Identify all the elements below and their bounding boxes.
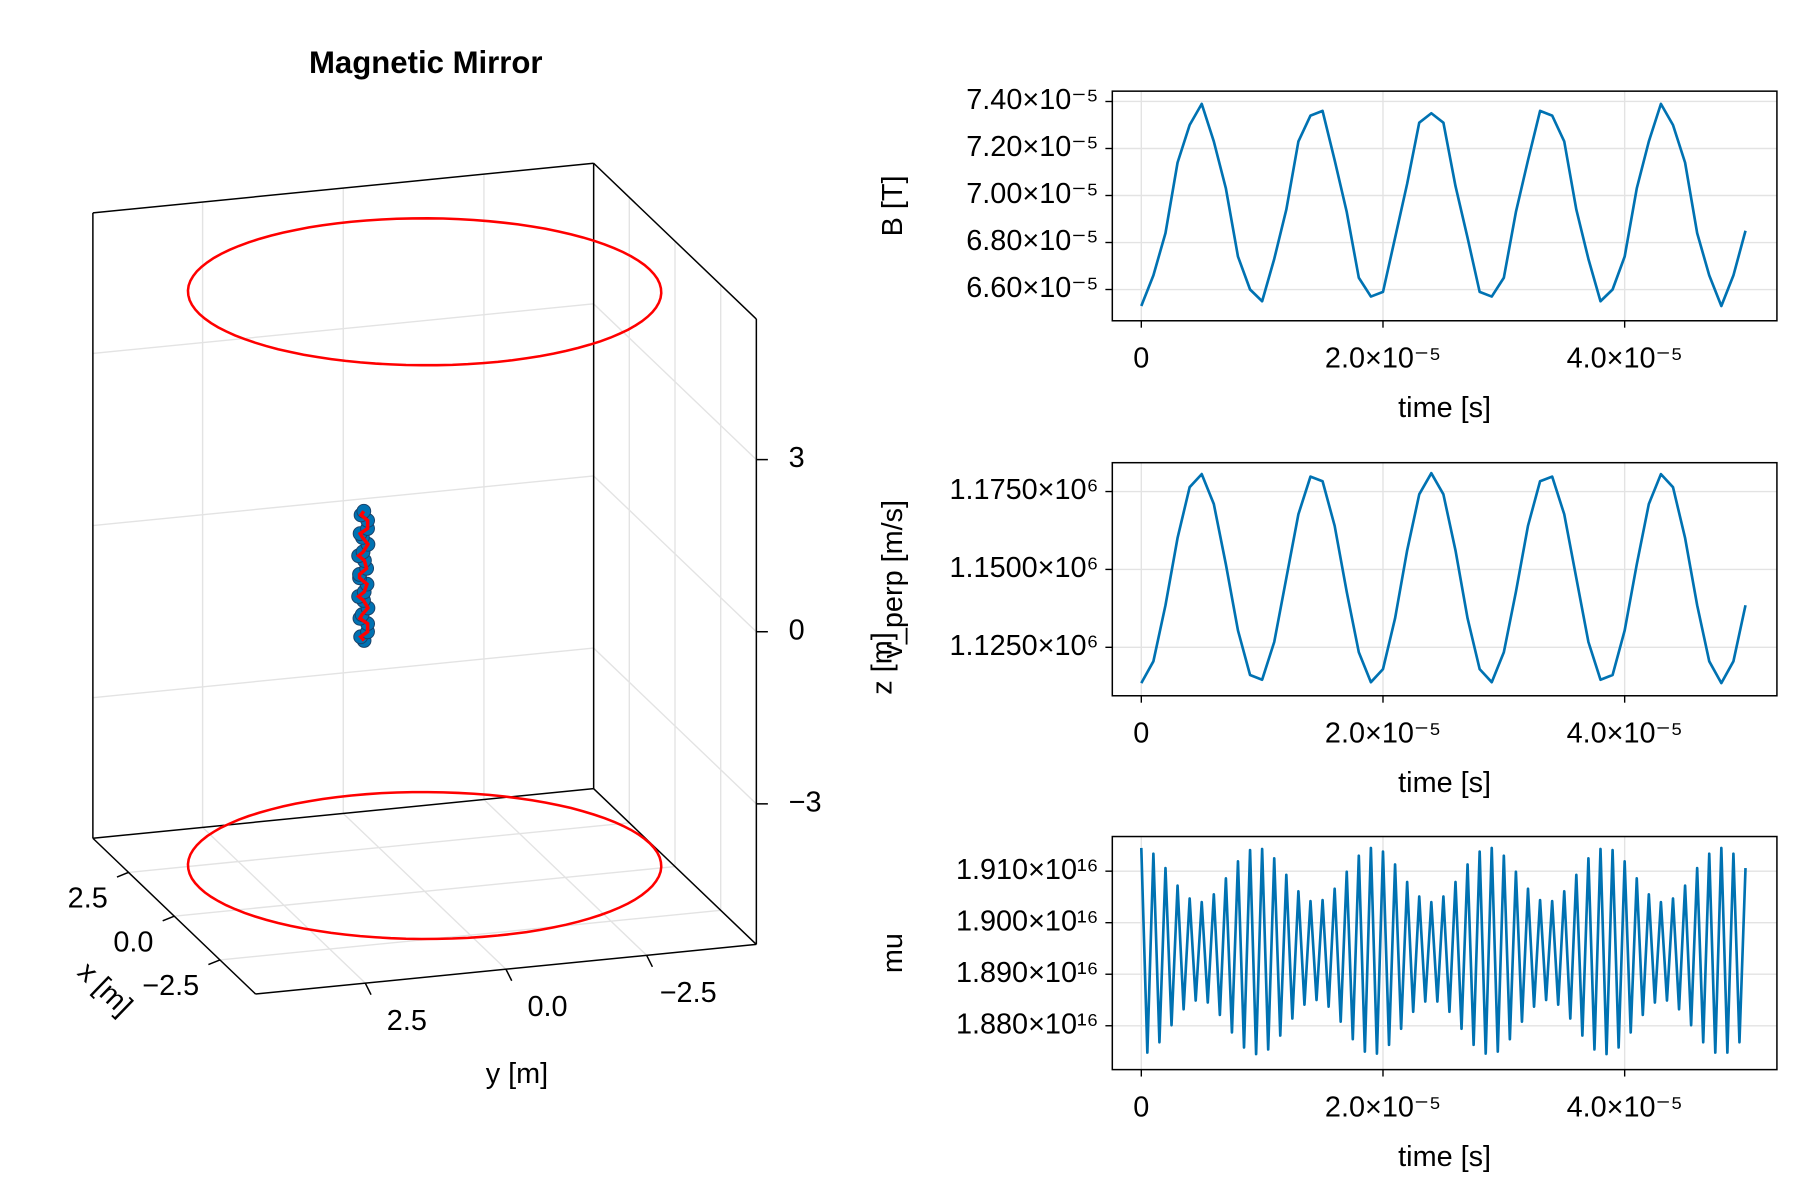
y-tick-label: 7.00×10⁻⁵ — [966, 178, 1098, 210]
x-tick-label: 4.0×10⁻⁵ — [1567, 1091, 1683, 1123]
y-tick-label: 6.80×10⁻⁵ — [966, 225, 1098, 257]
grid-line — [128, 822, 630, 874]
x-tick-label: −2.5 — [142, 970, 199, 1002]
y-axis-label: y [m] — [486, 1058, 548, 1090]
y-tick-label: 7.40×10⁻⁵ — [966, 84, 1098, 116]
x-tick-label: 0.0 — [113, 926, 153, 958]
z-axis-label: z [m] — [866, 632, 898, 694]
x-axis-label: time [s] — [1398, 767, 1491, 799]
y-tick-label: 1.1250×10⁶ — [950, 630, 1099, 662]
z-tick-label: 0 — [789, 614, 805, 646]
axis-frame — [593, 788, 757, 945]
tick-mark — [364, 982, 372, 996]
x-axis-label: time [s] — [1398, 1141, 1491, 1173]
y-tick-label: 1.1750×10⁶ — [950, 474, 1099, 506]
coil — [186, 790, 663, 941]
z-tick-label: −3 — [789, 786, 822, 818]
z-tick-label: 3 — [789, 442, 805, 474]
y-tick-label: 1.880×10¹⁶ — [956, 1008, 1099, 1040]
y-tick-label: 1.900×10¹⁶ — [956, 905, 1099, 937]
tick-mark — [116, 871, 129, 878]
tick-mark — [162, 915, 175, 922]
x-tick-label: 2.0×10⁻⁵ — [1325, 1091, 1441, 1123]
data-line — [1139, 846, 1747, 1056]
x-tick-label: 0 — [1133, 718, 1149, 750]
y-tick-label: 1.910×10¹⁶ — [956, 854, 1099, 886]
x-tick-label: 4.0×10⁻⁵ — [1567, 343, 1683, 375]
x-tick-label: 0 — [1133, 1091, 1149, 1123]
tick-mark — [505, 968, 513, 982]
y-tick-label: 1.890×10¹⁶ — [956, 957, 1099, 989]
y-tick-label: 0.0 — [527, 991, 567, 1023]
y-tick-label: 2.5 — [387, 1005, 427, 1037]
plot-frame — [1111, 461, 1778, 697]
x-tick-label: 4.0×10⁻⁵ — [1567, 718, 1683, 750]
y-tick-label: −2.5 — [660, 977, 717, 1009]
x-tick-label: 2.0×10⁻⁵ — [1325, 343, 1441, 375]
x-tick-label: 2.5 — [68, 883, 108, 915]
plot-frame — [1111, 90, 1778, 322]
tick-mark — [645, 954, 654, 968]
plot-frame — [1111, 835, 1778, 1071]
data-line — [1140, 102, 1747, 308]
grid-line — [219, 909, 721, 961]
x-tick-label: 0 — [1133, 343, 1149, 375]
y-tick-label: 7.20×10⁻⁵ — [966, 131, 1098, 163]
trajectory-line — [355, 510, 371, 642]
y-tick-label: 1.1500×10⁶ — [950, 552, 1099, 584]
x-axis-label: time [s] — [1398, 392, 1491, 424]
axis-frame — [593, 162, 757, 320]
y-axis-label: mu — [877, 933, 909, 973]
grid-line — [174, 865, 676, 917]
y-axis-label: v_perp [m/s] — [877, 500, 909, 659]
axis-frame — [92, 162, 594, 214]
y-axis-label: B [T] — [877, 176, 909, 237]
data-line — [1140, 471, 1747, 685]
coil — [186, 217, 663, 367]
chart-title: Magnetic Mirror — [309, 45, 543, 80]
y-tick-label: 6.60×10⁻⁵ — [966, 272, 1098, 304]
tick-mark — [208, 959, 221, 966]
x-tick-label: 2.0×10⁻⁵ — [1325, 718, 1441, 750]
